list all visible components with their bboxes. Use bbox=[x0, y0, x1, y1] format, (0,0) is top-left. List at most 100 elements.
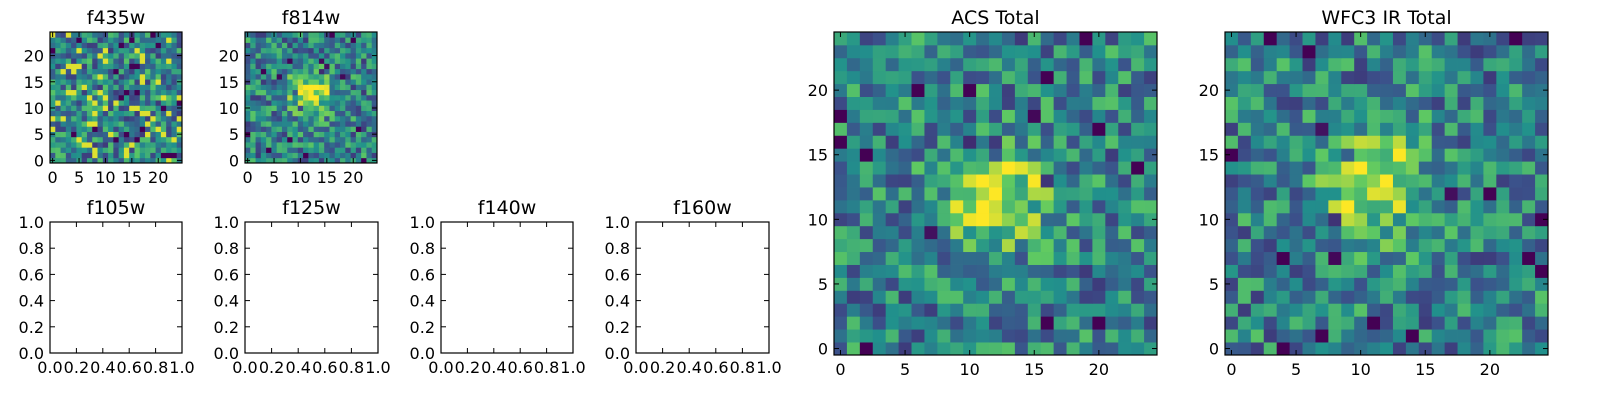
heatmap-cell bbox=[1001, 32, 1016, 46]
heatmap-cell bbox=[1341, 70, 1355, 85]
heatmap-cell bbox=[1457, 148, 1471, 162]
heatmap-cell bbox=[250, 105, 256, 111]
heatmap-cell bbox=[1380, 32, 1394, 46]
heatmap-cell bbox=[276, 84, 283, 91]
heatmap-cell bbox=[55, 152, 61, 159]
heatmap-cell bbox=[1315, 161, 1329, 175]
heatmap-cell bbox=[976, 57, 990, 72]
heatmap-cell bbox=[55, 94, 61, 101]
heatmap-cell bbox=[266, 58, 272, 64]
heatmap-cell bbox=[963, 329, 977, 343]
heatmap-cell bbox=[1483, 44, 1497, 59]
heatmap-cell bbox=[885, 44, 899, 59]
axes-frame bbox=[49, 221, 183, 354]
heatmap-cell bbox=[355, 37, 362, 43]
heatmap-cell bbox=[1457, 316, 1471, 330]
heatmap-cell bbox=[1066, 199, 1080, 214]
heatmap-cell bbox=[1367, 264, 1381, 278]
heatmap-cell bbox=[60, 52, 67, 59]
heatmap-cell bbox=[86, 47, 93, 54]
heatmap-cell bbox=[1263, 148, 1278, 162]
heatmap-cell bbox=[1040, 96, 1055, 110]
heatmap-cell bbox=[989, 96, 1003, 110]
heatmap-cell bbox=[1496, 96, 1510, 110]
heatmap-cell bbox=[1092, 70, 1106, 85]
heatmap-cell bbox=[1225, 44, 1239, 59]
heatmap-cell bbox=[340, 115, 346, 122]
heatmap-cell bbox=[313, 110, 320, 117]
heatmap-cell bbox=[245, 84, 251, 91]
heatmap-cell bbox=[1509, 57, 1523, 72]
heatmap-cell bbox=[97, 110, 104, 117]
heatmap-cell bbox=[245, 136, 251, 143]
heatmap-cell bbox=[297, 42, 304, 49]
heatmap-cell bbox=[1328, 238, 1342, 253]
heatmap-cell bbox=[340, 142, 346, 148]
heatmap-cell bbox=[1418, 174, 1433, 188]
heatmap-cell bbox=[976, 316, 990, 330]
heatmap-cell bbox=[345, 47, 351, 54]
heatmap-cell bbox=[150, 58, 156, 64]
heatmap-cell bbox=[276, 126, 283, 132]
heatmap-cell bbox=[329, 94, 336, 101]
heatmap-cell bbox=[145, 63, 151, 70]
heatmap-cell bbox=[303, 157, 309, 164]
heatmap-cell bbox=[350, 100, 357, 106]
heatmap-cell bbox=[155, 100, 162, 106]
heatmap-cell bbox=[1405, 303, 1420, 317]
heatmap-cell bbox=[113, 68, 120, 75]
heatmap-cell bbox=[885, 148, 899, 162]
heatmap-cell bbox=[1001, 277, 1016, 291]
heatmap-cell bbox=[281, 136, 288, 143]
heatmap-cell bbox=[1040, 212, 1055, 227]
heatmap-cell bbox=[911, 187, 925, 201]
heatmap-cell bbox=[97, 32, 104, 38]
heatmap-cell bbox=[1079, 135, 1093, 149]
heatmap-cell bbox=[345, 68, 351, 75]
heatmap-cell bbox=[1302, 303, 1316, 317]
heatmap-cell bbox=[1354, 96, 1368, 110]
heatmap-cell bbox=[950, 316, 964, 330]
heatmap-cell bbox=[911, 264, 925, 278]
heatmap-cell bbox=[334, 157, 341, 164]
heatmap-cell bbox=[123, 52, 130, 59]
heatmap-cell bbox=[86, 52, 93, 59]
heatmap-cell bbox=[65, 115, 72, 122]
heatmap-cell bbox=[97, 94, 104, 101]
heatmap-cell bbox=[345, 142, 351, 148]
heatmap-cell bbox=[150, 152, 156, 159]
heatmap-cell bbox=[65, 126, 72, 132]
heatmap-cell bbox=[1289, 44, 1303, 59]
heatmap-cell bbox=[1470, 83, 1484, 97]
heatmap-cell bbox=[350, 58, 357, 64]
heatmap-cell bbox=[97, 52, 104, 59]
heatmap-cells bbox=[1225, 32, 1549, 356]
heatmap-cell bbox=[92, 136, 98, 143]
heatmap-cell bbox=[1444, 277, 1458, 291]
heatmap-cell bbox=[271, 89, 278, 96]
heatmap-cell bbox=[350, 94, 357, 101]
heatmap-cell bbox=[1250, 122, 1265, 136]
heatmap-cell bbox=[166, 89, 172, 96]
heatmap-cell bbox=[976, 199, 990, 214]
heatmap-cell bbox=[313, 115, 320, 122]
heatmap-cell bbox=[1380, 148, 1394, 162]
heatmap-cell bbox=[361, 100, 367, 106]
heatmap-cell bbox=[361, 136, 367, 143]
heatmap-cell bbox=[150, 37, 156, 43]
heatmap-cell bbox=[340, 73, 346, 80]
heatmap-cell bbox=[271, 142, 278, 148]
heatmap-cell bbox=[371, 58, 378, 64]
heatmap-cell bbox=[329, 42, 336, 49]
heatmap-cell bbox=[963, 342, 977, 356]
heatmap-cell bbox=[176, 37, 183, 43]
heatmap-cell bbox=[113, 84, 120, 91]
heatmap-cell bbox=[1522, 290, 1536, 304]
heatmap-cell bbox=[1457, 277, 1471, 291]
heatmap-cell bbox=[139, 68, 146, 75]
heatmap-cell bbox=[859, 199, 874, 214]
heatmap-cell bbox=[1289, 329, 1303, 343]
heatmap-cell bbox=[271, 121, 278, 127]
heatmap-cell bbox=[55, 37, 61, 43]
heatmap-cell bbox=[318, 115, 325, 122]
